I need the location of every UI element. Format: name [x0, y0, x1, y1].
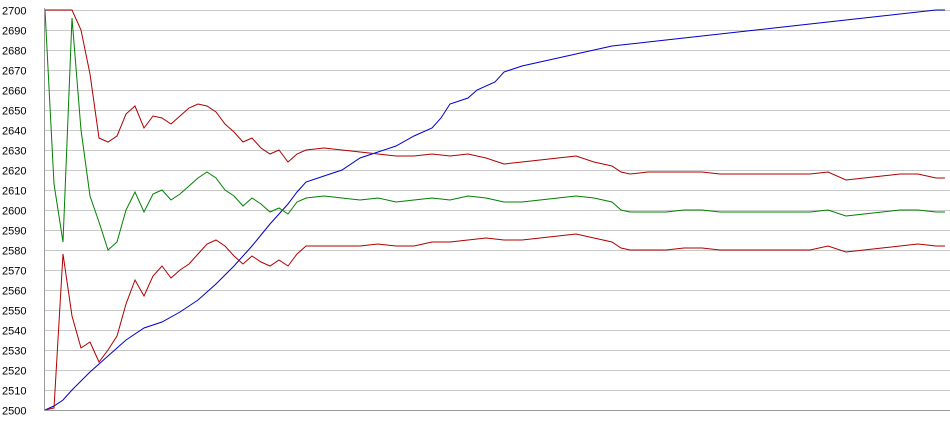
y-tick-label: 2600: [2, 206, 26, 218]
series-lines: [44, 9, 945, 411]
y-tick-label: 2680: [2, 46, 26, 58]
y-tick-label: 2640: [2, 126, 26, 138]
y-tick-label: 2580: [2, 246, 26, 258]
y-tick-label: 2520: [2, 366, 26, 378]
y-tick-label: 2620: [2, 166, 26, 178]
y-tick-label: 2700: [2, 6, 26, 18]
series-line-3: [45, 9, 945, 181]
y-tick-label: 2530: [2, 346, 26, 358]
y-tick-label: 2590: [2, 226, 26, 238]
y-tick-label: 2630: [2, 146, 26, 158]
y-tick-label: 2670: [2, 66, 26, 78]
y-tick-label: 2690: [2, 26, 26, 38]
y-tick-label: 2500: [2, 406, 26, 418]
y-tick-label: 2510: [2, 386, 26, 398]
y-tick-label: 2550: [2, 306, 26, 318]
series-line-4: [44, 233, 945, 411]
y-tick-label: 2610: [2, 186, 26, 198]
y-tick-labels: 2500 2510 2520 2530 2540 2550 2560 2570 2580 2590…: [2, 6, 26, 418]
y-tick-label: 2660: [2, 86, 26, 98]
grid-lines: [44, 10, 950, 411]
y-tick-label: 2540: [2, 326, 26, 338]
y-tick-label: 2560: [2, 286, 26, 298]
series-line-1: [44, 9, 945, 411]
series-line-2: [44, 9, 945, 251]
y-tick-label: 2650: [2, 106, 26, 118]
y-tick-label: 2570: [2, 266, 26, 278]
